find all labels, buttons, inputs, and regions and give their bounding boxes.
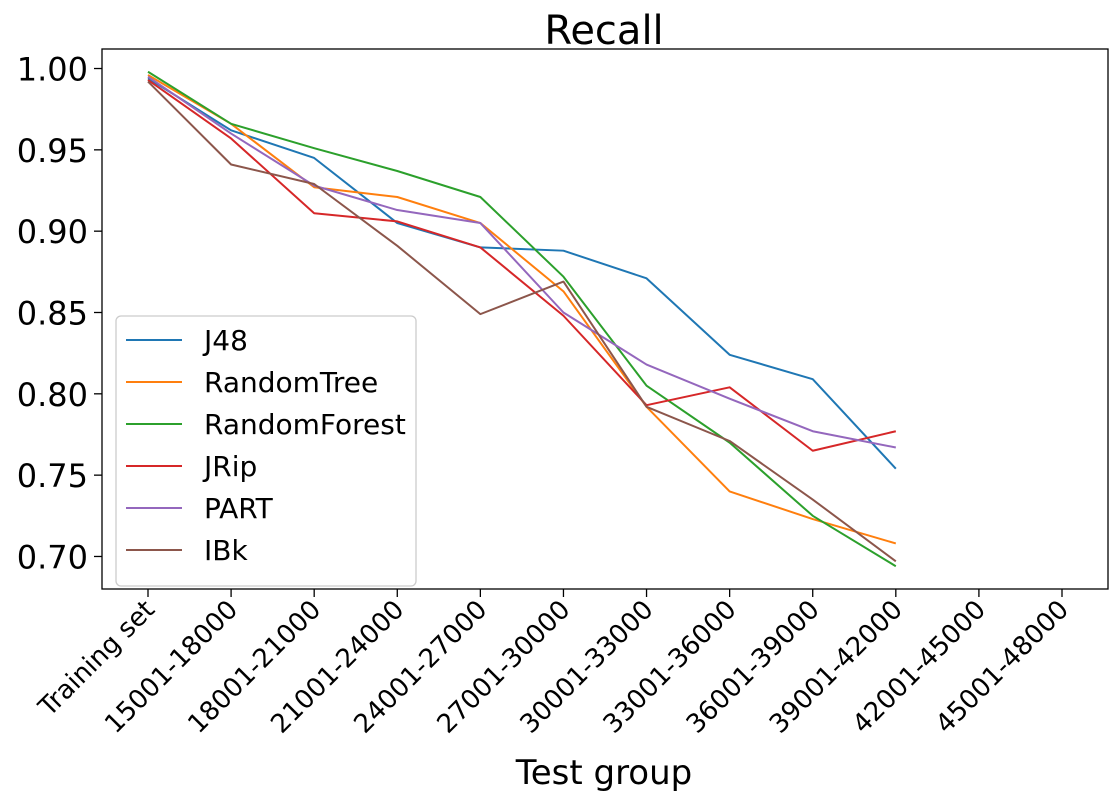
legend-label: JRip — [202, 450, 257, 483]
series-lines — [147, 70, 897, 568]
x-axis: Training set15001-1800018001-2100021001-… — [33, 589, 1075, 740]
series-line-randomforest — [147, 70, 897, 568]
series-line-randomtree — [147, 74, 897, 545]
chart-title: Recall — [544, 8, 663, 54]
y-tick-label: 0.80 — [17, 376, 88, 414]
series-line-jrip — [147, 79, 897, 452]
plot-area — [101, 48, 1109, 590]
legend-label: RandomTree — [204, 366, 378, 399]
legend-label: RandomForest — [204, 408, 406, 441]
y-tick-label: 0.95 — [17, 132, 88, 170]
series-line-part — [147, 75, 897, 449]
y-tick-label: 0.70 — [17, 538, 88, 576]
series-line-j48 — [147, 77, 897, 470]
legend-label: J48 — [202, 324, 248, 357]
y-tick-label: 0.90 — [17, 213, 88, 251]
y-tick-label: 1.00 — [17, 51, 88, 89]
legend-box — [115, 315, 417, 587]
y-axis: 0.70 0.75 0.80 0.85 0.90 0.95 1.00 — [17, 51, 102, 576]
legend-label: IBk — [204, 534, 248, 567]
x-axis-label: Test group — [515, 753, 693, 793]
series-line-ibk — [147, 80, 897, 563]
legend: J48 RandomTree RandomForest JRip PART IBk — [115, 315, 417, 587]
y-tick-label: 0.75 — [17, 457, 88, 495]
legend-label: PART — [204, 492, 274, 525]
y-tick-label: 0.85 — [17, 294, 88, 332]
